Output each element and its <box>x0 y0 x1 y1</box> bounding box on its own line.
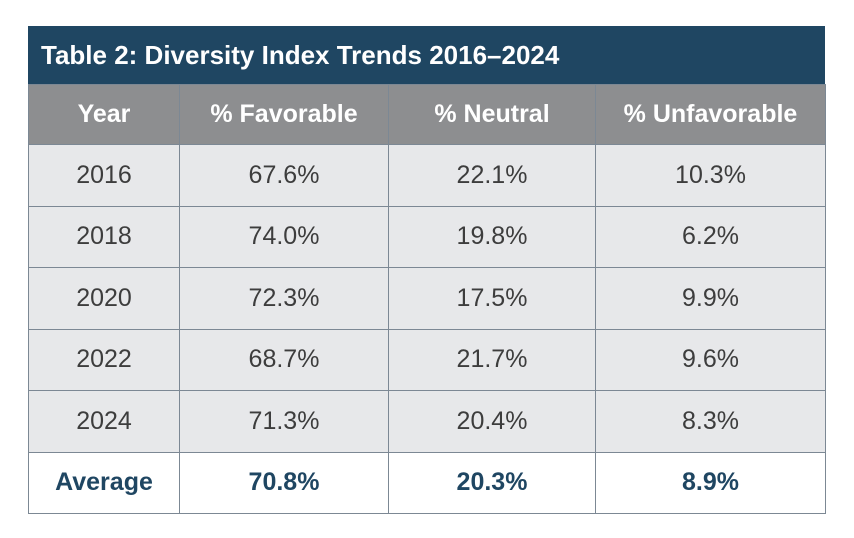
table-row: 2022 68.7% 21.7% 9.6% <box>28 328 826 391</box>
unfavorable-cell: 10.3% <box>595 144 826 207</box>
average-neutral: 20.3% <box>388 451 596 514</box>
data-table-container: Table 2: Diversity Index Trends 2016–202… <box>28 26 826 514</box>
table-row: 2018 74.0% 19.8% 6.2% <box>28 205 826 268</box>
table-row: 2020 72.3% 17.5% 9.9% <box>28 267 826 330</box>
column-header-year: Year <box>28 84 180 145</box>
year-cell: 2022 <box>28 328 180 391</box>
year-cell: 2018 <box>28 205 180 268</box>
favorable-cell: 72.3% <box>179 267 389 330</box>
year-cell: 2024 <box>28 390 180 453</box>
average-label: Average <box>28 451 180 514</box>
average-favorable: 70.8% <box>179 451 389 514</box>
favorable-cell: 67.6% <box>179 144 389 207</box>
neutral-cell: 22.1% <box>388 144 596 207</box>
unfavorable-cell: 6.2% <box>595 205 826 268</box>
neutral-cell: 21.7% <box>388 328 596 391</box>
column-header-favorable: % Favorable <box>179 84 389 145</box>
neutral-cell: 20.4% <box>388 390 596 453</box>
unfavorable-cell: 9.9% <box>595 267 826 330</box>
table-row: 2016 67.6% 22.1% 10.3% <box>28 144 826 207</box>
neutral-cell: 17.5% <box>388 267 596 330</box>
unfavorable-cell: 8.3% <box>595 390 826 453</box>
favorable-cell: 71.3% <box>179 390 389 453</box>
column-header-neutral: % Neutral <box>388 84 596 145</box>
column-header-unfavorable: % Unfavorable <box>595 84 826 145</box>
average-row: Average 70.8% 20.3% 8.9% <box>28 451 826 514</box>
year-cell: 2020 <box>28 267 180 330</box>
diversity-index-table: Year % Favorable % Neutral % Unfavorable… <box>28 84 826 514</box>
unfavorable-cell: 9.6% <box>595 328 826 391</box>
header-row: Year % Favorable % Neutral % Unfavorable <box>28 84 826 145</box>
table-title: Table 2: Diversity Index Trends 2016–202… <box>28 26 825 84</box>
favorable-cell: 74.0% <box>179 205 389 268</box>
year-cell: 2016 <box>28 144 180 207</box>
favorable-cell: 68.7% <box>179 328 389 391</box>
average-unfavorable: 8.9% <box>595 451 826 514</box>
neutral-cell: 19.8% <box>388 205 596 268</box>
table-row: 2024 71.3% 20.4% 8.3% <box>28 390 826 453</box>
